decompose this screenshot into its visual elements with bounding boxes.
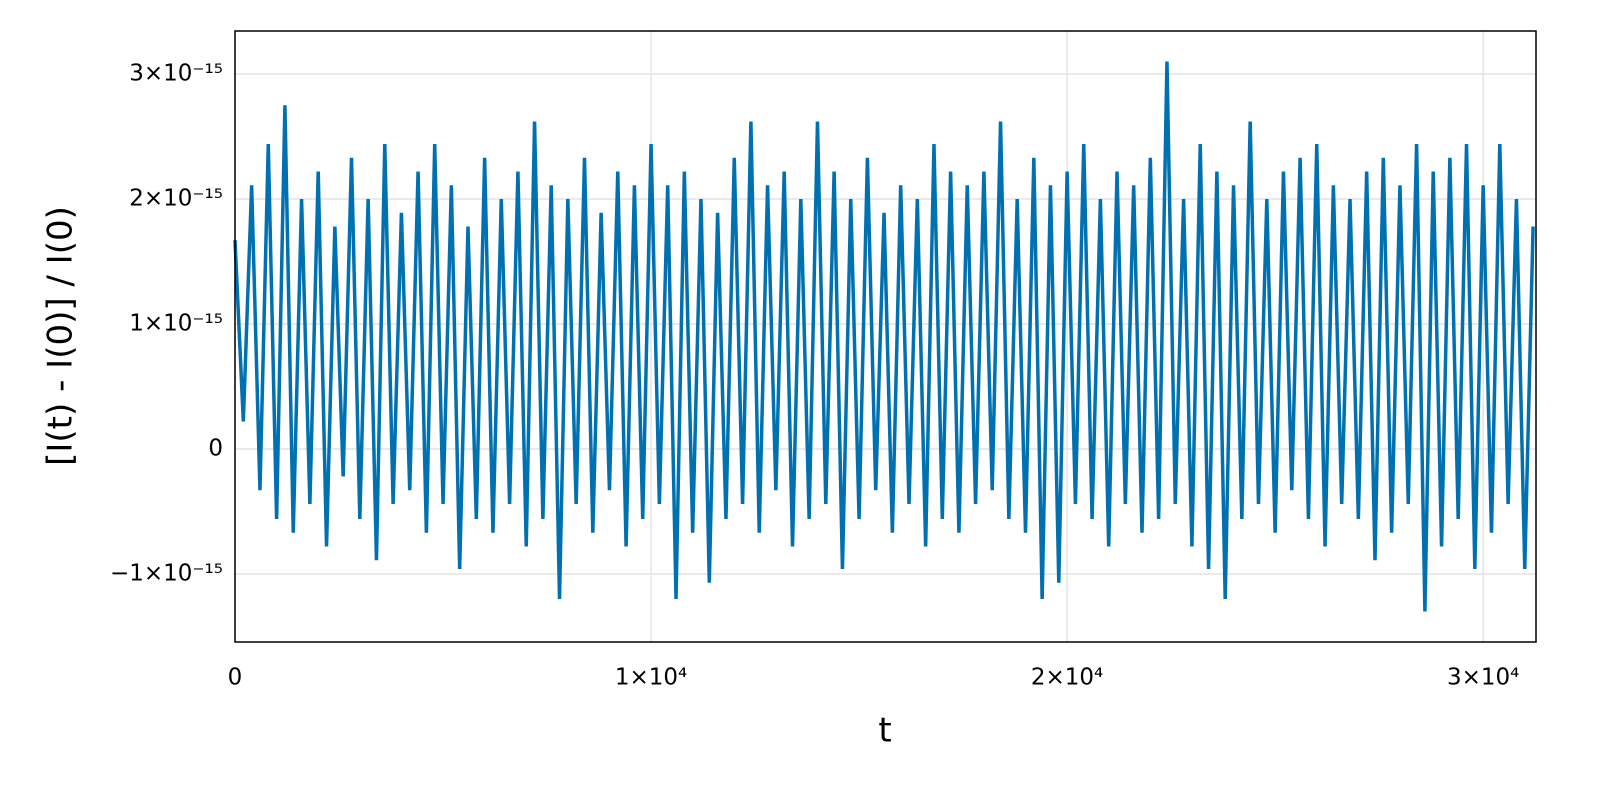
y-tick-label: 3×10⁻¹⁵	[129, 61, 223, 87]
x-tick-label: 2×10⁴	[1031, 665, 1103, 691]
x-tick-label: 0	[228, 665, 243, 691]
x-tick-label: 3×10⁴	[1447, 665, 1519, 691]
x-axis-label: t	[878, 711, 891, 751]
data-line	[233, 61, 1535, 612]
x-tick-label: 1×10⁴	[615, 665, 687, 691]
y-tick-label: 2×10⁻¹⁵	[129, 186, 223, 212]
y-tick-label: 1×10⁻¹⁵	[129, 311, 223, 337]
y-axis-label: [I(t) - I(0)] / I(0)	[41, 206, 81, 466]
plot-frame	[234, 30, 1537, 643]
y-tick-label: 0	[208, 436, 223, 462]
y-tick-label: −1×10⁻¹⁵	[110, 561, 223, 587]
